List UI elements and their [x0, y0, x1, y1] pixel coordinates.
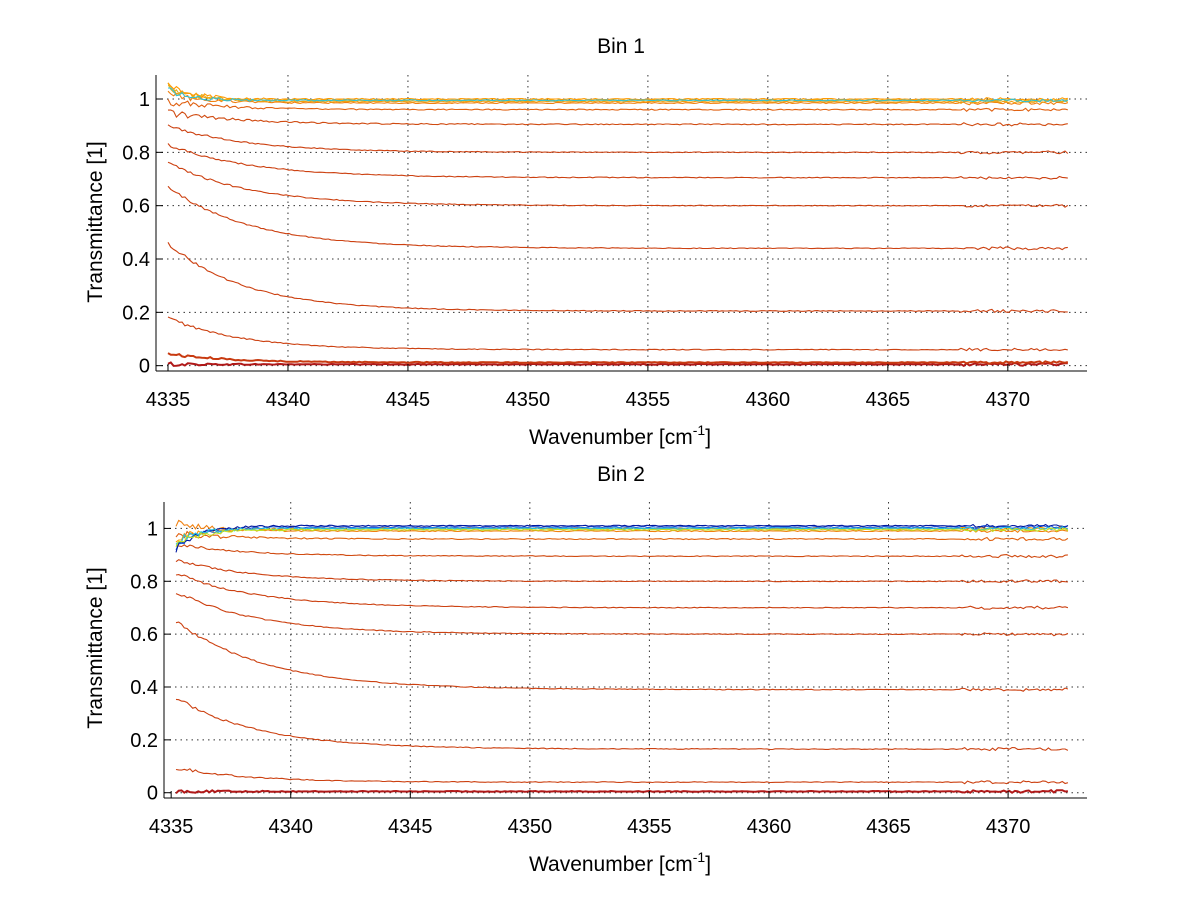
y-tick-label: 0 [147, 783, 158, 805]
y-tick-label: 0.2 [130, 730, 158, 752]
x-tick-label: 4365 [866, 816, 911, 838]
series-line-s15 [167, 87, 1069, 103]
series-line-t10 [175, 519, 1068, 534]
y-tick-label: 1 [139, 89, 150, 111]
x-tick-label: 4345 [388, 816, 433, 838]
y-tick-label: 0.6 [122, 196, 150, 218]
x-tick-label: 4345 [386, 389, 431, 411]
y-tick-label: 0.4 [122, 249, 150, 271]
x-tick-label: 4355 [627, 816, 672, 838]
series-line-s6 [167, 161, 1069, 208]
panel-2-title: Bin 2 [597, 463, 645, 486]
x-tick-label: 4340 [268, 816, 313, 838]
x-tick-label: 4360 [747, 816, 792, 838]
panel-1-x-tick-labels: 4335 4340 4345 4350 4355 4360 4365 4370 [146, 389, 1030, 411]
series-line-t15 [175, 527, 1069, 548]
x-tick-label: 4355 [626, 389, 671, 411]
y-tick-label: 0.8 [130, 571, 158, 593]
y-tick-label: 0.8 [122, 142, 150, 164]
series-line-t5 [175, 593, 1069, 637]
series-line-s3 [167, 316, 1068, 352]
series-line-s12 [167, 85, 1069, 104]
panel-1-y-tick-labels: 0 0.2 0.4 0.6 0.8 1 [122, 89, 150, 378]
series-line-s11 [167, 90, 1068, 106]
x-tick-label: 4365 [866, 389, 911, 411]
series-line-s2 [167, 352, 1069, 366]
series-line-t12 [175, 525, 1068, 551]
series-line-s14 [167, 82, 1068, 102]
panel-1-axes [155, 75, 1087, 372]
panel-2-x-tick-labels: 4335 4340 4345 4350 4355 4360 4365 4370 [149, 816, 1030, 838]
x-tick-label: 4335 [149, 816, 194, 838]
series-line-t13 [175, 523, 1069, 553]
panel-2-axes [163, 502, 1087, 799]
series-line-s10 [167, 99, 1068, 113]
series-line-s7 [167, 143, 1068, 180]
panel-bin-1: Bin 1 4335 4340 4345 4350 4355 4360 4365 4370 0… [84, 35, 1087, 449]
panel-2-y-tick-labels: 0 0.2 0.4 0.6 0.8 1 [130, 518, 158, 804]
y-tick-label: 0.6 [130, 624, 158, 646]
series-line-t9 [175, 530, 1069, 542]
x-tick-label: 4360 [746, 389, 791, 411]
panel-1-y-axis-label: Transmittance [1] [84, 141, 107, 302]
series-line-t7 [175, 559, 1068, 584]
series-line-t8 [175, 544, 1068, 559]
x-tick-label: 4340 [266, 389, 311, 411]
series-line-t4 [175, 621, 1069, 692]
panel-1-title: Bin 1 [597, 35, 645, 58]
panel-1-x-axis-label: Wavenumber [cm-1] [529, 422, 711, 449]
panel-2-series [175, 519, 1069, 795]
series-line-t14 [175, 526, 1068, 545]
y-tick-label: 0 [139, 356, 150, 378]
panel-2-x-axis-label: Wavenumber [cm-1] [529, 849, 711, 876]
y-tick-label: 0.2 [122, 302, 150, 324]
y-tick-label: 0.4 [130, 677, 158, 699]
series-line-t3 [175, 698, 1069, 752]
x-tick-label: 4335 [146, 389, 191, 411]
series-line-s5 [167, 185, 1068, 251]
series-line-s4 [167, 242, 1068, 314]
x-tick-label: 4370 [986, 816, 1031, 838]
series-line-s1 [167, 361, 1068, 368]
panel-bin-2: Bin 2 4335 4340 4345 4350 4355 4360 4365 4370 0… [84, 463, 1087, 876]
x-tick-label: 4350 [508, 816, 553, 838]
series-line-t1 [175, 789, 1069, 795]
x-tick-label: 4350 [506, 389, 551, 411]
x-tick-label: 4370 [986, 389, 1031, 411]
series-line-t2 [175, 768, 1069, 785]
series-line-s8 [167, 124, 1069, 155]
panel-2-y-axis-label: Transmittance [1] [84, 567, 107, 728]
y-tick-label: 1 [147, 518, 158, 540]
series-line-t6 [175, 574, 1069, 610]
series-line-s9 [167, 109, 1068, 127]
panel-1-series [167, 82, 1069, 368]
